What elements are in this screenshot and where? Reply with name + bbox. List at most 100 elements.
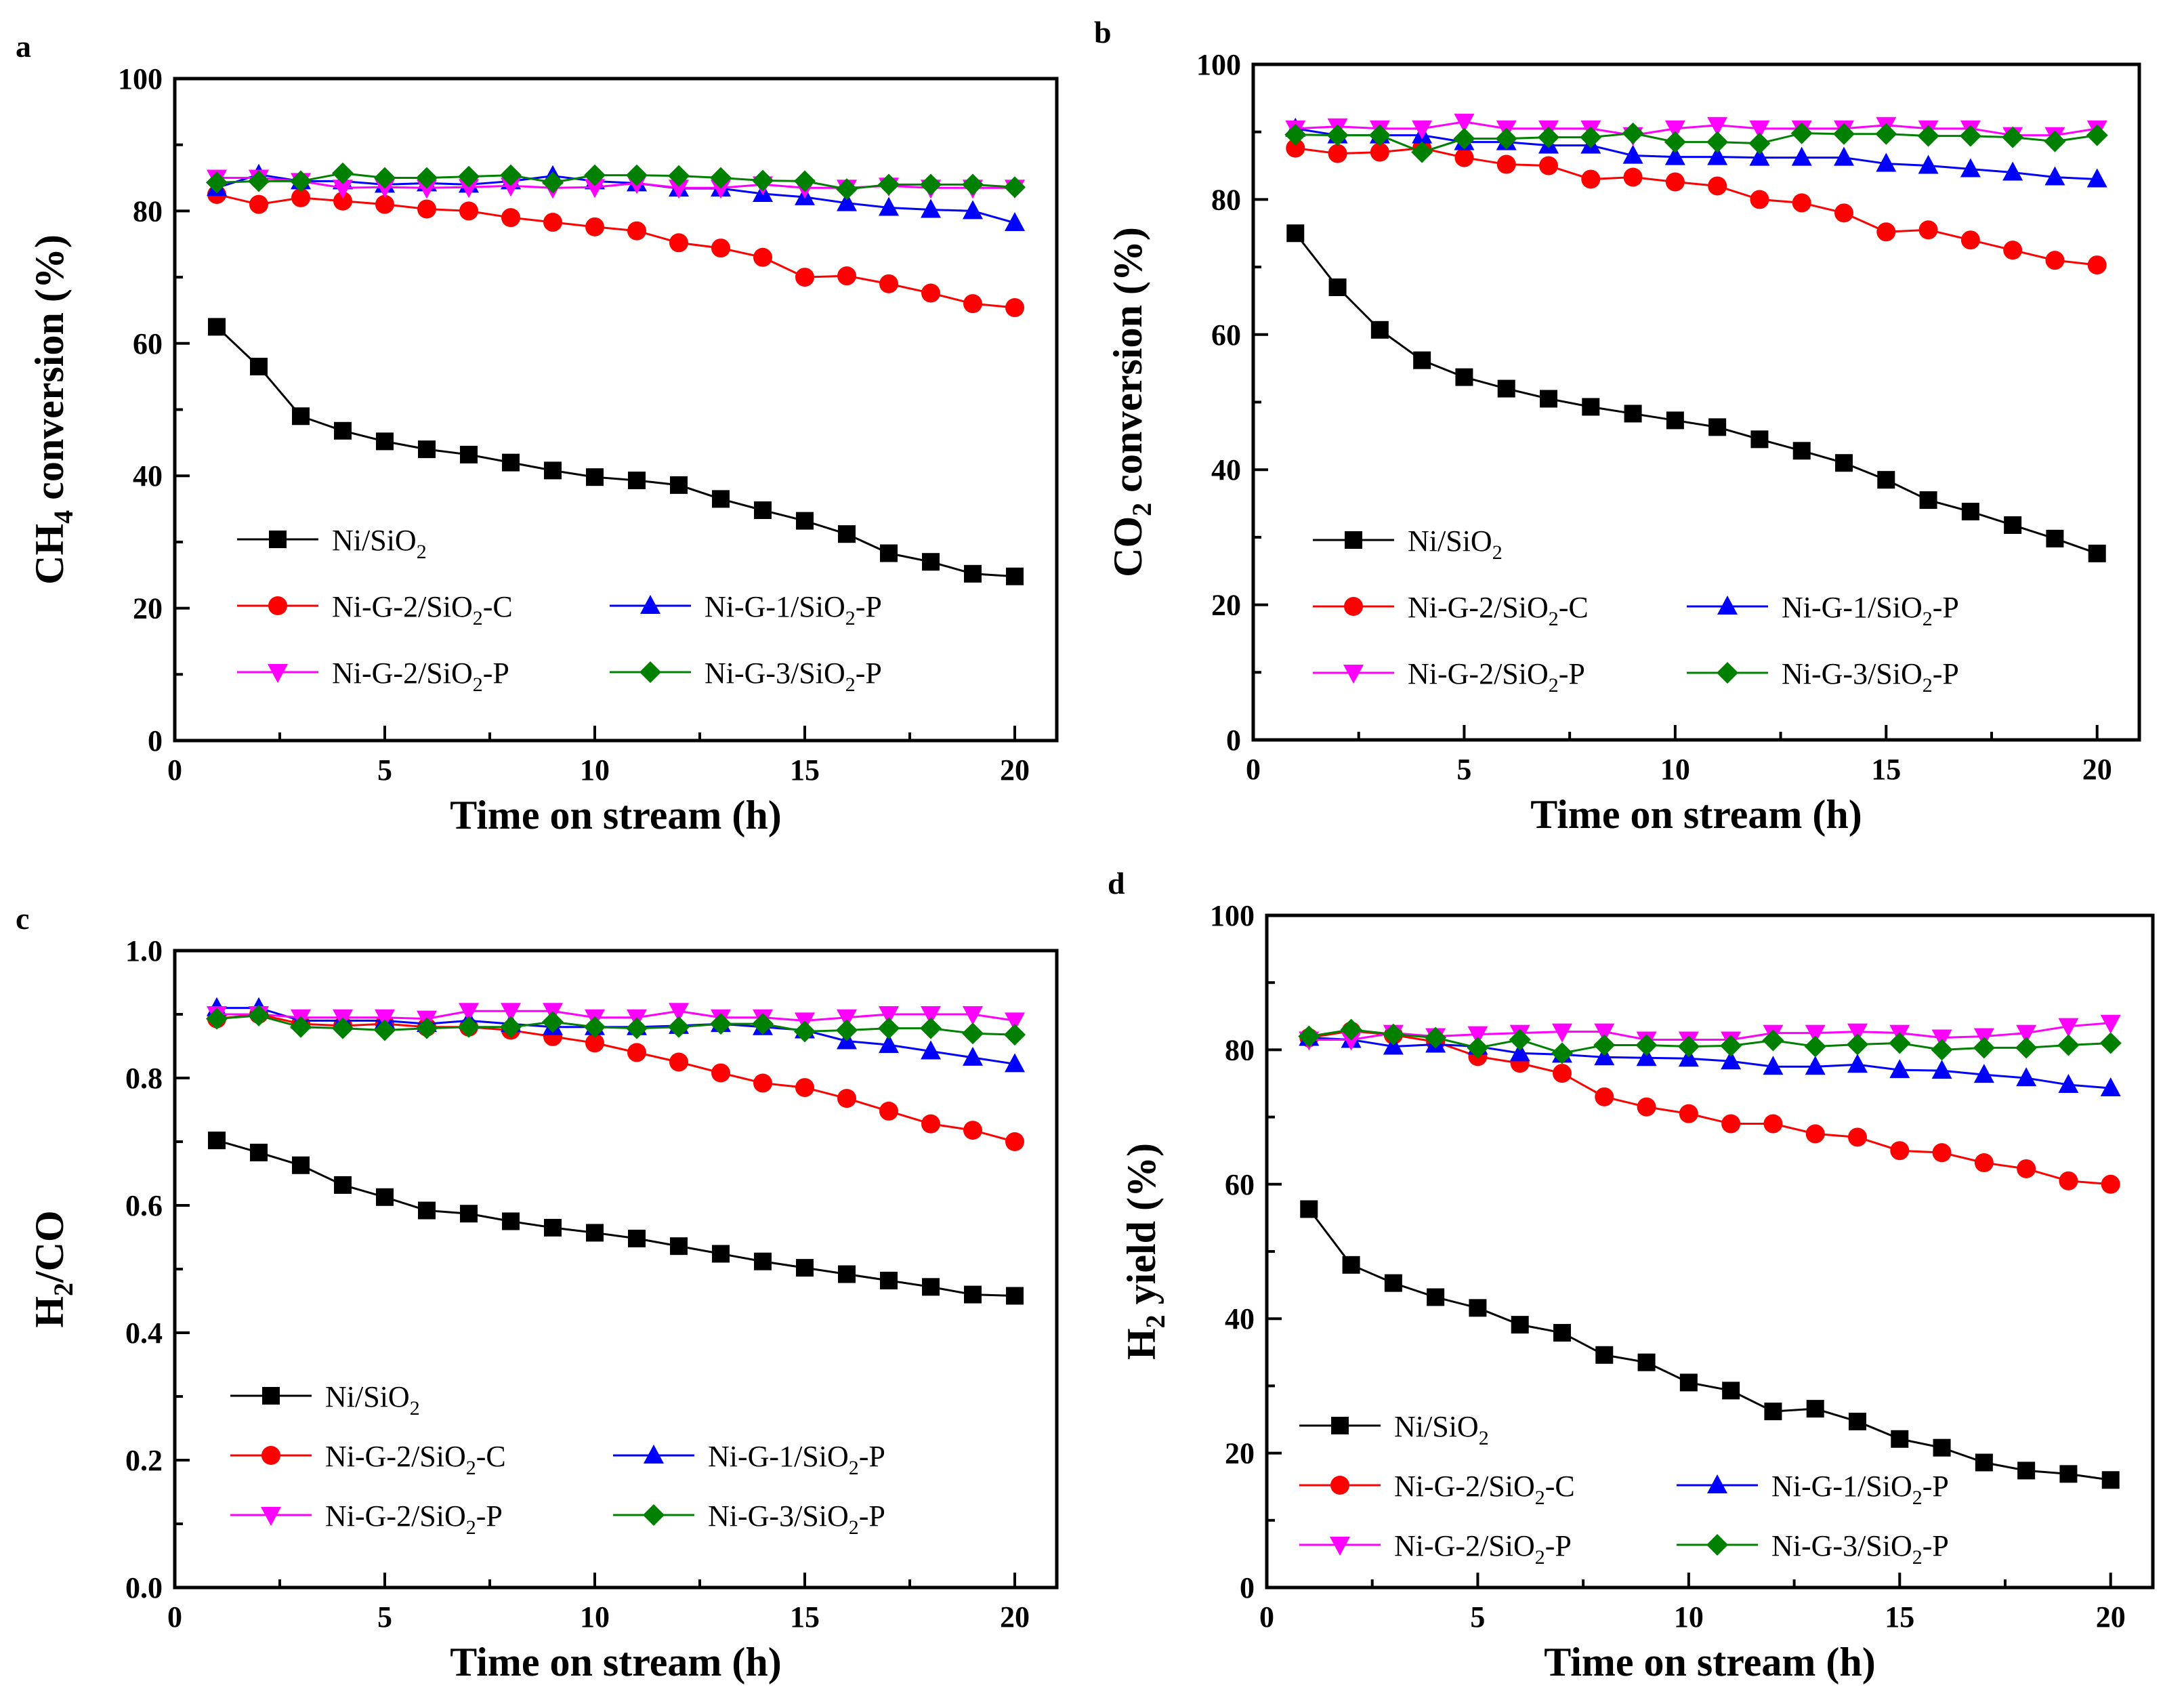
data-point xyxy=(458,165,480,188)
data-point xyxy=(628,1229,646,1247)
data-point xyxy=(250,1143,268,1161)
legend-label: Ni-G-1/SiO2-P xyxy=(705,590,882,629)
data-point xyxy=(1973,1037,1995,1059)
data-point xyxy=(502,453,520,472)
data-point xyxy=(1636,1047,1657,1066)
data-point xyxy=(1918,220,1938,240)
data-point xyxy=(1961,503,1979,521)
legend-label-subscript: 2 xyxy=(849,1516,859,1539)
legend-label-main: Ni-G-3/SiO xyxy=(1771,1529,1912,1562)
data-point xyxy=(796,1259,814,1277)
data-point xyxy=(1750,190,1769,209)
data-point xyxy=(1677,1035,1700,1058)
legend-marker xyxy=(261,1446,280,1465)
x-axis-title: Time on stream (h) xyxy=(450,1640,781,1684)
series-line xyxy=(216,1013,1015,1143)
data-point xyxy=(964,1285,982,1304)
data-point xyxy=(836,178,858,201)
data-point xyxy=(374,1019,396,1041)
data-point xyxy=(626,1017,648,1039)
data-point xyxy=(248,170,270,192)
data-point xyxy=(2044,130,2066,152)
data-point xyxy=(710,167,732,189)
y-tick-label: 0.4 xyxy=(125,1317,163,1350)
legend-label-suffix: -P xyxy=(1923,1470,1949,1503)
data-point xyxy=(208,318,226,336)
data-point xyxy=(1708,176,1727,196)
series-ni-sio2 xyxy=(208,1132,1024,1305)
data-point xyxy=(1454,113,1475,133)
data-point xyxy=(1750,430,1769,449)
legend-label-main: Ni-G-1/SiO xyxy=(705,590,845,623)
data-point xyxy=(838,525,856,543)
data-point xyxy=(2086,168,2107,188)
legend-label-suffix: -C xyxy=(1545,1470,1575,1503)
legend-label-subscript: 2 xyxy=(1912,1546,1923,1569)
data-point xyxy=(1890,1141,1910,1161)
x-tick-label: 10 xyxy=(1660,753,1690,786)
data-point xyxy=(669,180,689,199)
legend-label-suffix: -P xyxy=(1545,1529,1572,1562)
legend-label-main: Ni/SiO xyxy=(1394,1410,1479,1443)
data-point xyxy=(1004,1024,1026,1046)
y-axis-title-subscript: 2 xyxy=(48,1283,79,1296)
data-point xyxy=(795,268,814,287)
data-point xyxy=(1960,230,1980,250)
data-point xyxy=(333,180,353,199)
data-point xyxy=(1340,1018,1362,1041)
data-point xyxy=(2058,1018,2079,1037)
data-point xyxy=(1847,1023,1868,1043)
data-point xyxy=(374,167,396,189)
data-point xyxy=(668,165,690,187)
legend-label: Ni/SiO2 xyxy=(332,524,427,563)
data-point xyxy=(879,1101,898,1121)
data-point xyxy=(585,179,605,199)
y-tick-label: 20 xyxy=(1225,1437,1255,1470)
data-point xyxy=(543,213,562,232)
legend-label-subscript: 2 xyxy=(1479,1427,1489,1449)
data-point xyxy=(1833,123,1855,145)
legend-item-ni-sio2: Ni/SiO2 xyxy=(1299,1410,1489,1449)
data-point xyxy=(794,170,816,192)
data-point xyxy=(249,194,268,214)
y-tick-label: 0.2 xyxy=(125,1444,163,1477)
legend-label-suffix: -P xyxy=(483,657,509,690)
data-point xyxy=(291,188,310,207)
legend-marker xyxy=(1717,596,1738,615)
legend-label: Ni/SiO2 xyxy=(1394,1410,1489,1449)
y-tick-label: 80 xyxy=(1225,1033,1255,1066)
data-point xyxy=(1005,1053,1025,1073)
legend-label: Ni-G-2/SiO2-P xyxy=(325,1499,503,1539)
data-point xyxy=(794,1020,816,1043)
data-point xyxy=(1790,122,1813,144)
data-point xyxy=(754,501,772,520)
y-axis-title-rest: conversion (%) xyxy=(1106,227,1150,503)
legend-marker xyxy=(1330,1476,1349,1495)
legend-label-suffix: -C xyxy=(483,590,513,623)
data-point xyxy=(2046,529,2064,547)
data-point xyxy=(1496,154,1516,174)
data-point xyxy=(2087,255,2107,275)
data-point xyxy=(1511,1316,1529,1334)
data-point xyxy=(837,1089,856,1108)
data-point xyxy=(1004,176,1026,199)
data-point xyxy=(962,173,984,196)
panel-letter: a xyxy=(16,29,31,64)
data-point xyxy=(1326,124,1349,146)
series-ni-g-3-sio2-p xyxy=(1298,1018,2122,1064)
data-point xyxy=(290,170,312,192)
panel-letter: b xyxy=(1094,15,1112,49)
x-tick-label: 10 xyxy=(580,753,610,787)
legend-marker xyxy=(268,664,288,683)
data-point xyxy=(586,468,604,486)
y-tick-label: 60 xyxy=(133,327,163,360)
data-point xyxy=(1721,1114,1741,1134)
x-axis-title: Time on stream (h) xyxy=(1530,792,1862,837)
data-point xyxy=(1540,390,1557,408)
data-point xyxy=(542,171,564,194)
y-axis-title: CO2 conversion (%) xyxy=(1106,227,1157,577)
legend-label-main: Ni-G-1/SiO xyxy=(708,1440,849,1473)
data-point xyxy=(2003,241,2023,260)
legend-label-main: Ni-G-2/SiO xyxy=(325,1499,466,1533)
data-point xyxy=(292,407,310,426)
